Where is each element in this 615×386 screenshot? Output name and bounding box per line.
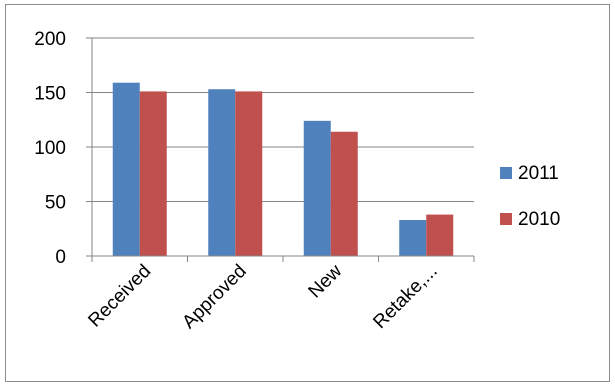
legend-label-2011: 2011 bbox=[518, 163, 559, 184]
category-labels: Received Approved New Retake,... bbox=[84, 260, 441, 333]
bar-2011-approved bbox=[208, 89, 236, 256]
y-tick-label: 50 bbox=[45, 193, 66, 214]
bar-2011-retake bbox=[399, 220, 427, 256]
legend-label-2010: 2010 bbox=[518, 209, 560, 230]
axes bbox=[86, 37, 475, 262]
legend: 2011 2010 bbox=[500, 163, 560, 230]
legend-swatch-2011 bbox=[500, 167, 512, 179]
category-label: Received bbox=[84, 261, 155, 332]
bar-2011-new bbox=[303, 120, 331, 256]
bar-2010-received bbox=[139, 91, 167, 256]
category-label: New bbox=[305, 260, 347, 302]
bar-2010-retake bbox=[426, 214, 454, 256]
y-tick-label: 150 bbox=[34, 84, 66, 105]
bar-2010-new bbox=[330, 131, 358, 256]
y-tick-label: 100 bbox=[34, 138, 66, 159]
category-label: Retake,... bbox=[369, 261, 441, 333]
y-tick-label: 0 bbox=[55, 247, 66, 268]
category-label: Approved bbox=[178, 261, 250, 333]
bar-2010-approved bbox=[235, 91, 263, 256]
bars bbox=[112, 82, 454, 256]
y-tick-label: 200 bbox=[34, 29, 66, 50]
legend-swatch-2010 bbox=[500, 213, 512, 225]
bar-2011-received bbox=[112, 82, 140, 256]
y-tick-labels: 0 50 100 150 200 bbox=[34, 29, 66, 268]
